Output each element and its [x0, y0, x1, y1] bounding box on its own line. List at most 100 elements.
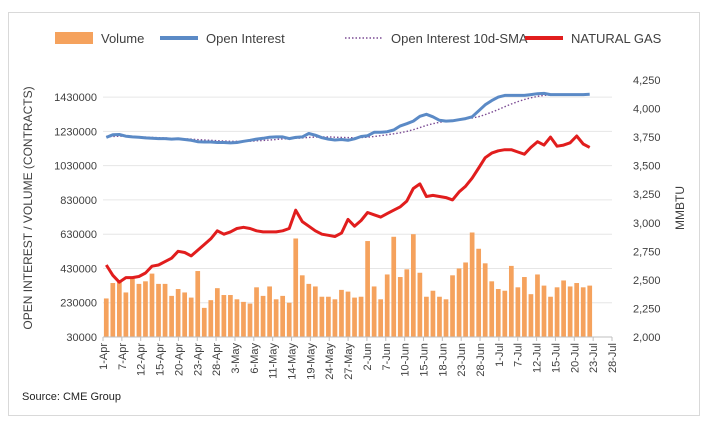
- volume-bar: [188, 297, 194, 337]
- x-tick-label: 7-Jul: [513, 343, 525, 367]
- x-tick-label: 3-May: [230, 343, 242, 374]
- y-right-tick-label: 3,500: [633, 161, 661, 173]
- volume-bar: [404, 269, 410, 337]
- volume-bar: [391, 236, 397, 337]
- legend-label: NATURAL GAS: [571, 31, 662, 46]
- volume-bar: [228, 295, 233, 337]
- x-tick-label: 12-Jul: [532, 343, 544, 373]
- volume-bar: [254, 287, 259, 337]
- volume-bar: [247, 303, 253, 337]
- volume-bar: [306, 283, 312, 337]
- y-right-tick-label: 4,000: [633, 104, 661, 116]
- legend-label: Volume: [101, 31, 144, 46]
- y-right-tick-label: 4,250: [633, 75, 661, 87]
- source-note: Source: CME Group: [22, 391, 122, 403]
- volume-bar: [358, 296, 364, 337]
- volume-bar: [580, 287, 586, 337]
- volume-bar: [345, 291, 351, 337]
- volume-bar: [280, 295, 286, 337]
- volume-bar: [561, 280, 566, 337]
- x-tick-label: 28-Jul: [607, 343, 619, 373]
- volume-bar: [371, 286, 377, 337]
- y-right-tick-label: 2,250: [633, 303, 661, 315]
- volume-bar: [182, 292, 188, 337]
- y-left-tick-label: 430000: [60, 263, 97, 275]
- volume-bar: [502, 290, 508, 337]
- volume-bar: [339, 289, 344, 337]
- volume-bar: [260, 295, 266, 337]
- x-tick-label: 19-May: [305, 343, 317, 380]
- volume-bar: [424, 296, 429, 337]
- volume-bar: [332, 299, 338, 337]
- y-left-tick-label: 1230000: [54, 126, 97, 138]
- y-right-tick-label: 3,250: [633, 189, 661, 201]
- volume-bar: [567, 286, 573, 337]
- volume-bar: [430, 290, 436, 337]
- volume-bar: [352, 297, 357, 337]
- y-right-tick-label: 3,750: [633, 132, 661, 144]
- volume-bar: [286, 302, 292, 337]
- volume-bar: [123, 292, 129, 337]
- x-tick-label: 6-May: [249, 343, 261, 374]
- open-interest-line: [105, 91, 590, 145]
- volume-bar: [221, 295, 227, 337]
- volume-bar: [554, 287, 560, 337]
- volume-bar: [110, 283, 116, 337]
- y-left-tick-label: 30000: [66, 332, 97, 344]
- volume-bar: [319, 296, 325, 337]
- open-interest-sma-line: [106, 93, 590, 143]
- volume-bar: [535, 274, 540, 337]
- volume-bar: [195, 271, 201, 337]
- x-tick-label: 24-May: [324, 343, 336, 380]
- volume-bar: [143, 281, 148, 337]
- x-tick-label: 28-Jun: [475, 343, 487, 377]
- y-left-tick-label: 1430000: [54, 92, 97, 104]
- volume-bar: [214, 288, 220, 337]
- volume-bar: [417, 272, 423, 337]
- x-tick-label: 10-Jun: [400, 343, 412, 377]
- axes: 30000 230000 430000 630000 830000 1030000 1230…: [21, 75, 687, 380]
- y-left-tick-label: 1030000: [54, 161, 97, 173]
- volume-bar: [574, 283, 580, 337]
- volume-bar: [116, 281, 122, 337]
- volume-bar: [476, 248, 482, 337]
- volume-bar: [397, 277, 403, 337]
- x-tick-label: 23-Jun: [456, 343, 468, 377]
- volume-bar: [495, 289, 501, 337]
- series-lines: [105, 91, 591, 284]
- volume-bar: [103, 298, 109, 337]
- volume-bar: [410, 234, 416, 337]
- volume-bar: [489, 281, 495, 337]
- volume-bar: [234, 299, 240, 337]
- volume-bar: [299, 275, 305, 337]
- volume-bar: [541, 285, 547, 337]
- x-tick-label: 15-Jul: [550, 343, 562, 373]
- volume-bar: [384, 274, 390, 337]
- volume-bar: [508, 265, 514, 337]
- x-tick-label: 1-Jul: [494, 343, 506, 367]
- x-tick-label: 7-Jun: [381, 343, 393, 371]
- volume-bar: [241, 301, 246, 337]
- y-left-tick-label: 830000: [60, 195, 97, 207]
- x-tick-label: 27-May: [343, 343, 355, 380]
- y-right-tick-label: 2,500: [633, 275, 661, 287]
- x-tick-label: 15-Apr: [155, 343, 167, 376]
- volume-bar: [378, 299, 384, 337]
- volume-bar: [326, 296, 331, 337]
- volume-bar: [469, 232, 475, 337]
- x-tick-label: 1-Apr: [98, 343, 110, 370]
- volume-bar: [149, 273, 155, 337]
- volume-bar: [136, 283, 142, 337]
- volume-bar: [312, 286, 318, 337]
- volume-bar: [293, 238, 299, 337]
- volume-bar: [267, 286, 272, 337]
- y-right-tick-label: 2,000: [633, 332, 661, 344]
- legend-swatch-volume: [55, 32, 93, 44]
- legend: Volume Open Interest Open Interest 10d-SMA…: [55, 31, 662, 46]
- y-right-tick-label: 2,750: [633, 246, 661, 258]
- x-tick-label: 18-Jun: [437, 343, 449, 377]
- x-tick-label: 23-Jul: [588, 343, 600, 373]
- natural-gas-line: [105, 134, 591, 284]
- volume-bar: [175, 289, 181, 337]
